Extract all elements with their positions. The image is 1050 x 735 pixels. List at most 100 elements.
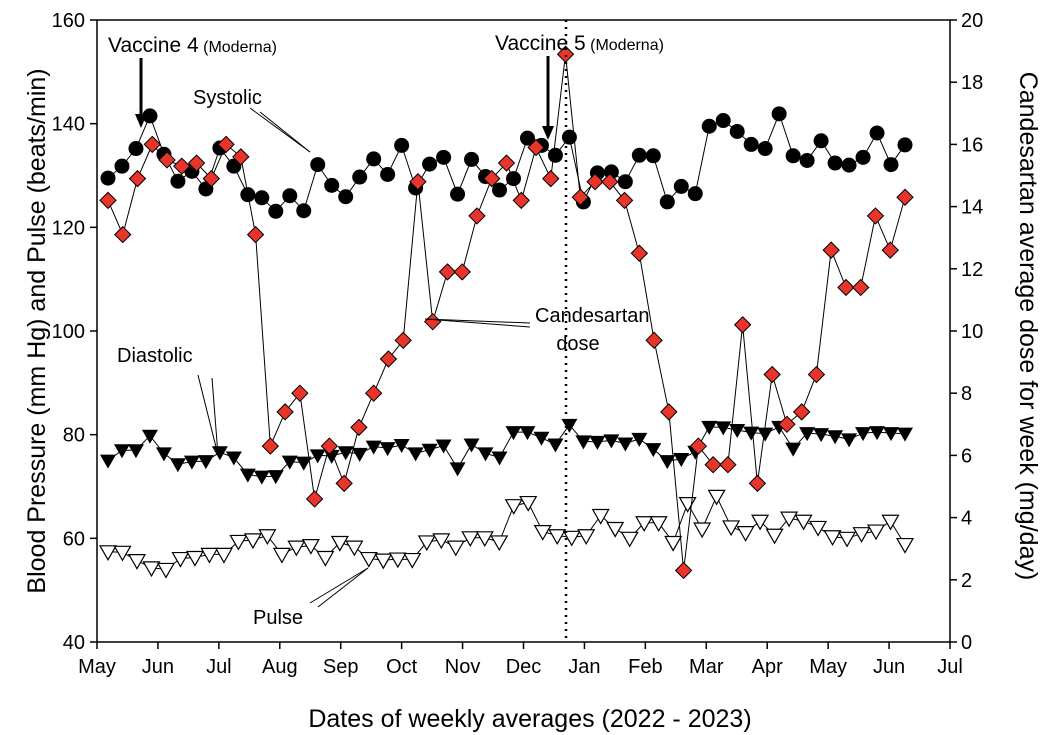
data-point: [100, 454, 116, 469]
data-point: [807, 365, 826, 384]
data-point: [338, 189, 354, 205]
systolic-pointer-1: [249, 107, 311, 153]
data-point: [453, 263, 471, 281]
data-point: [407, 447, 424, 462]
data-point: [345, 540, 364, 557]
data-point: [729, 123, 745, 139]
data-point: [586, 173, 604, 191]
data-point: [757, 427, 774, 442]
vaccine4-label: Vaccine 4 (Moderna): [108, 34, 277, 57]
y2-tick-label: 16: [961, 134, 983, 156]
diastolic-pointer-1: [197, 374, 219, 456]
data-point: [519, 426, 536, 441]
data-point: [678, 497, 697, 513]
data-point: [897, 427, 913, 442]
data-point: [491, 451, 508, 466]
data-point: [281, 455, 298, 470]
data-point: [674, 561, 693, 580]
data-point: [296, 203, 312, 219]
data-point: [794, 514, 813, 531]
x-tick-label: Dec: [506, 656, 542, 678]
data-point: [423, 312, 442, 331]
y2-tick-label: 8: [961, 383, 972, 405]
y2-tick-label: 0: [961, 632, 972, 654]
data-point: [866, 207, 885, 225]
data-point: [301, 538, 320, 555]
data-point: [463, 438, 480, 453]
systolic-pointer-2: [259, 111, 311, 153]
data-point: [409, 173, 427, 191]
data-point: [214, 547, 233, 564]
data-point: [155, 447, 172, 462]
data-point: [852, 278, 870, 297]
data-point: [719, 456, 737, 474]
data-point: [631, 432, 648, 447]
data-point: [417, 535, 436, 552]
data-point: [393, 439, 410, 454]
data-point: [527, 138, 545, 157]
y-tick-label: 100: [52, 321, 85, 343]
y-tick-label: 140: [52, 114, 85, 136]
data-point: [261, 437, 280, 455]
series-candesartan-dose: [99, 45, 914, 580]
data-point: [869, 426, 886, 441]
data-point: [268, 203, 284, 219]
data-point: [763, 365, 781, 384]
data-point: [100, 170, 116, 186]
data-point: [350, 418, 368, 437]
data-point: [519, 495, 538, 512]
candesartan-pointer-2: [424, 318, 531, 328]
data-point: [435, 439, 452, 454]
data-point: [630, 244, 649, 262]
data-point: [365, 440, 382, 455]
data-point: [142, 561, 161, 578]
y2-tick-label: 4: [961, 508, 972, 530]
diastolic-label: Diastolic: [117, 345, 193, 367]
data-point: [98, 545, 118, 562]
candesartan-label: Candesartan: [535, 305, 650, 327]
data-point: [187, 154, 206, 172]
data-point: [659, 194, 675, 210]
data-point: [475, 531, 494, 548]
pulse-pointer-1: [309, 567, 369, 604]
data-point: [421, 443, 438, 458]
data-point: [645, 331, 663, 350]
data-point: [438, 263, 457, 281]
data-point: [490, 535, 509, 552]
data-point: [128, 169, 147, 188]
data-point: [799, 152, 815, 168]
data-point: [896, 188, 914, 206]
data-point: [171, 551, 190, 568]
data-point: [143, 135, 161, 154]
data-point: [881, 241, 899, 259]
axis-layer: 40 60 80 100 120 140 160 0 2 4 6 8 10 12 14 16 18 20 May Ju…: [23, 10, 1042, 733]
data-point: [704, 456, 722, 474]
x-tick-label: Jan: [568, 656, 600, 678]
data-point: [374, 553, 393, 570]
candesartan-pointer-1: [424, 318, 531, 324]
data-point: [689, 437, 708, 455]
data-point: [866, 524, 886, 541]
data-point: [200, 547, 219, 564]
y2-tick-label: 18: [961, 72, 983, 94]
y2-tick-label: 14: [961, 197, 983, 219]
x-tick-label: Jun: [873, 656, 905, 678]
data-point: [533, 431, 550, 446]
data-point: [547, 147, 563, 163]
data-point: [335, 474, 353, 493]
x-tick-label: Jun: [142, 656, 174, 678]
data-point: [450, 186, 466, 202]
data-point: [127, 554, 147, 570]
data-point: [673, 178, 689, 194]
data-point: [246, 225, 265, 244]
data-point: [519, 130, 535, 146]
data-point: [645, 148, 661, 164]
y2-axis-label: Candesartan average dose for week (mg/da…: [1014, 72, 1042, 581]
data-point: [547, 438, 564, 453]
y2-tick-label: 20: [961, 10, 983, 32]
data-point: [127, 444, 144, 459]
series-line: [107, 112, 906, 213]
data-point: [505, 171, 521, 187]
data-point: [113, 444, 130, 459]
data-point: [606, 521, 625, 538]
